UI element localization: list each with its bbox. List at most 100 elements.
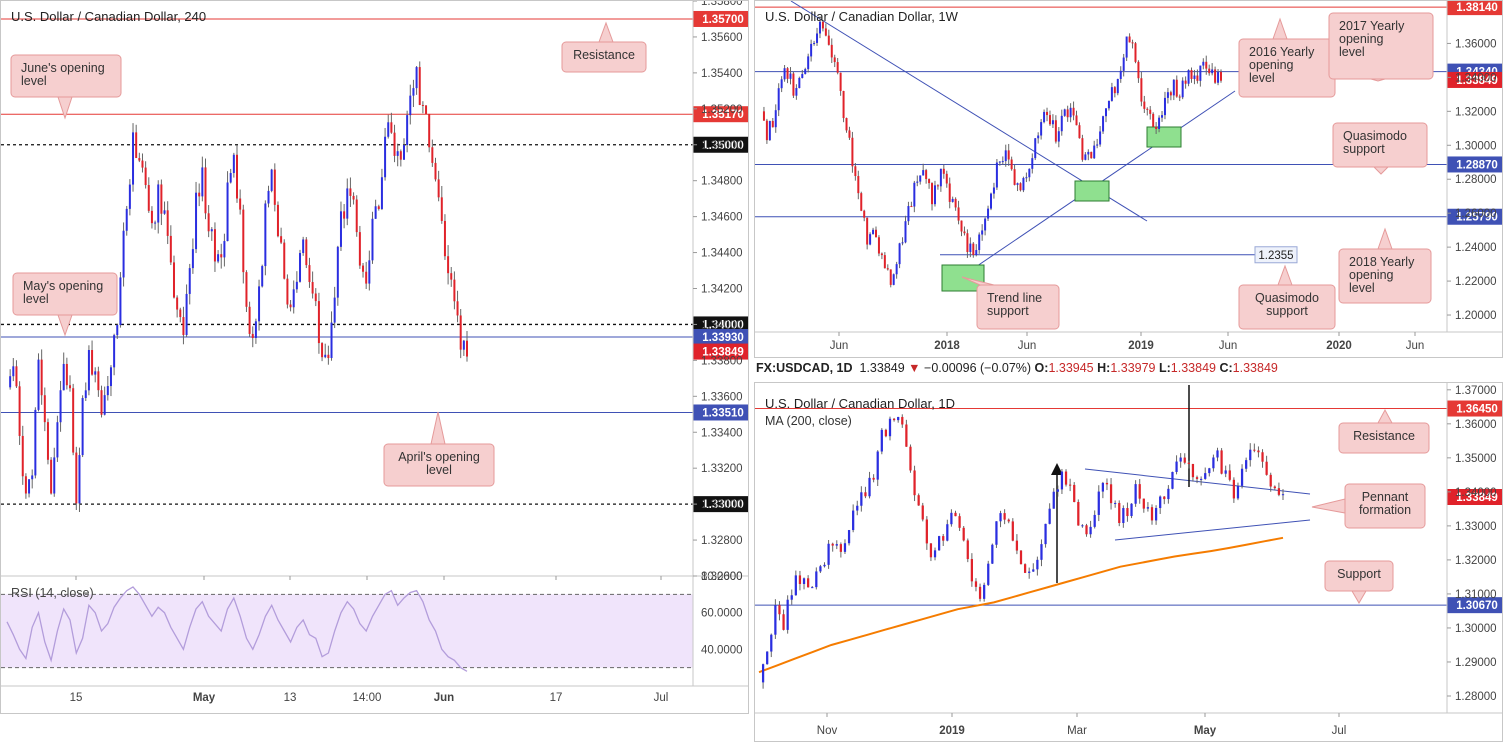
candle-up xyxy=(12,366,15,377)
candle-down xyxy=(147,185,150,211)
candle-up xyxy=(987,563,990,585)
candle-down xyxy=(974,581,978,587)
w1-chart[interactable]: 1.381401.343401.338491.288701.257901.235… xyxy=(755,1,1503,358)
y-tick-label: 1.36000 xyxy=(1455,419,1497,431)
candle-up xyxy=(81,398,84,456)
symbol-label: FX:USDCAD, 1D xyxy=(756,361,853,375)
price-tag xyxy=(693,106,748,123)
y-tick-label: 1.33000 xyxy=(701,499,743,511)
candle-down xyxy=(913,470,916,496)
candle-up xyxy=(860,492,863,506)
y-tick-label: 1.28000 xyxy=(1455,691,1497,703)
candle-down xyxy=(1220,71,1222,81)
candle-down xyxy=(765,120,768,141)
candle-down xyxy=(1169,92,1172,96)
candle-up xyxy=(333,297,336,323)
candle-down xyxy=(421,104,424,106)
y-tick-label: 1.36000 xyxy=(1455,38,1497,50)
price-tag xyxy=(1447,208,1502,225)
candle-down xyxy=(1126,508,1129,517)
callout-box xyxy=(12,272,118,316)
candle-down xyxy=(957,207,960,221)
candle-up xyxy=(1057,131,1060,142)
candle-down xyxy=(966,540,969,560)
callout-pointer xyxy=(430,411,446,445)
candle-up xyxy=(226,182,229,242)
y-tick-label: 1.26000 xyxy=(1455,208,1497,220)
d1-chart[interactable]: 1.36450 1.33849 1.30670 1.37000 1.36000 1.35… xyxy=(755,383,1503,742)
candle-down xyxy=(1190,70,1193,79)
candle-up xyxy=(1028,168,1031,178)
candle-down xyxy=(972,243,975,256)
price-tag-label: 1.35000 xyxy=(702,140,744,152)
candle-up xyxy=(766,651,769,665)
candle-down xyxy=(239,198,242,210)
high-label: H: xyxy=(1097,361,1111,375)
candle-up xyxy=(1130,503,1133,517)
candle-down xyxy=(65,363,68,386)
candle-down xyxy=(1090,151,1093,159)
candle-up xyxy=(1101,482,1105,492)
candle-up xyxy=(1110,87,1113,101)
price-tag-label: 1.34000 xyxy=(702,319,744,331)
candle-down xyxy=(1208,68,1211,74)
candle-up xyxy=(1052,491,1055,509)
y-tick-label: 1.34200 xyxy=(701,284,743,296)
callout-pointer xyxy=(1377,227,1393,250)
y-tick-label: 1.32800 xyxy=(701,535,743,547)
candle-down xyxy=(963,231,966,234)
w1-chart-panel[interactable]: 1.381401.343401.338491.288701.257901.235… xyxy=(754,0,1503,358)
candle-up xyxy=(790,595,793,600)
callout-text: Resistance xyxy=(573,48,635,62)
candle-up xyxy=(951,198,954,202)
y-tick-label: 1.35800 xyxy=(701,1,743,8)
candle-up xyxy=(1199,65,1202,81)
candle-down xyxy=(273,169,276,205)
green-zone-2018-mid xyxy=(1074,180,1110,202)
price-tag xyxy=(693,10,748,27)
candle-up xyxy=(396,151,399,156)
price-tag xyxy=(1447,1,1502,16)
candle-down xyxy=(1072,107,1075,116)
candle-down xyxy=(917,495,920,506)
candle-up xyxy=(868,477,871,497)
callout-text: Support xyxy=(1337,567,1381,581)
x-tick-label: Jul xyxy=(1332,725,1347,737)
candle-down xyxy=(393,132,396,156)
candle-up xyxy=(1069,107,1072,118)
price-tag xyxy=(1447,400,1502,417)
candle-up xyxy=(816,33,819,43)
candle-up xyxy=(1099,131,1102,145)
price-tag-label: 1.33849 xyxy=(1456,492,1498,504)
candle-up xyxy=(770,634,773,652)
candle-up xyxy=(330,322,333,359)
candle-down xyxy=(954,512,957,517)
candle-up xyxy=(62,363,65,391)
candle-down xyxy=(135,132,138,159)
candle-up xyxy=(856,505,859,511)
candle-up xyxy=(201,167,204,197)
candle-up xyxy=(1114,502,1117,504)
d1-chart-panel[interactable]: 1.36450 1.33849 1.30670 1.37000 1.36000 1.35… xyxy=(754,382,1503,742)
callout: Resistance xyxy=(561,21,647,73)
candle-down xyxy=(1081,138,1084,160)
candle-down xyxy=(434,162,437,180)
candle-down xyxy=(942,168,945,174)
candle-up xyxy=(1249,449,1252,461)
candle-up xyxy=(1146,507,1150,509)
candle-down xyxy=(40,359,43,396)
candle-up xyxy=(254,321,257,338)
candle-up xyxy=(1125,36,1128,58)
h4-chart-panel[interactable]: 1.35700 1.35170 1.35000 1.34000 1.33930 1.338… xyxy=(0,0,749,714)
candle-up xyxy=(852,510,855,531)
candle-up xyxy=(1208,468,1211,474)
callout-pointer xyxy=(1311,498,1346,514)
callout-text: Resistance xyxy=(1353,429,1415,443)
candle-down xyxy=(842,90,845,119)
candle-up xyxy=(987,208,990,219)
callout-box xyxy=(383,443,495,487)
candle-down xyxy=(91,350,94,375)
